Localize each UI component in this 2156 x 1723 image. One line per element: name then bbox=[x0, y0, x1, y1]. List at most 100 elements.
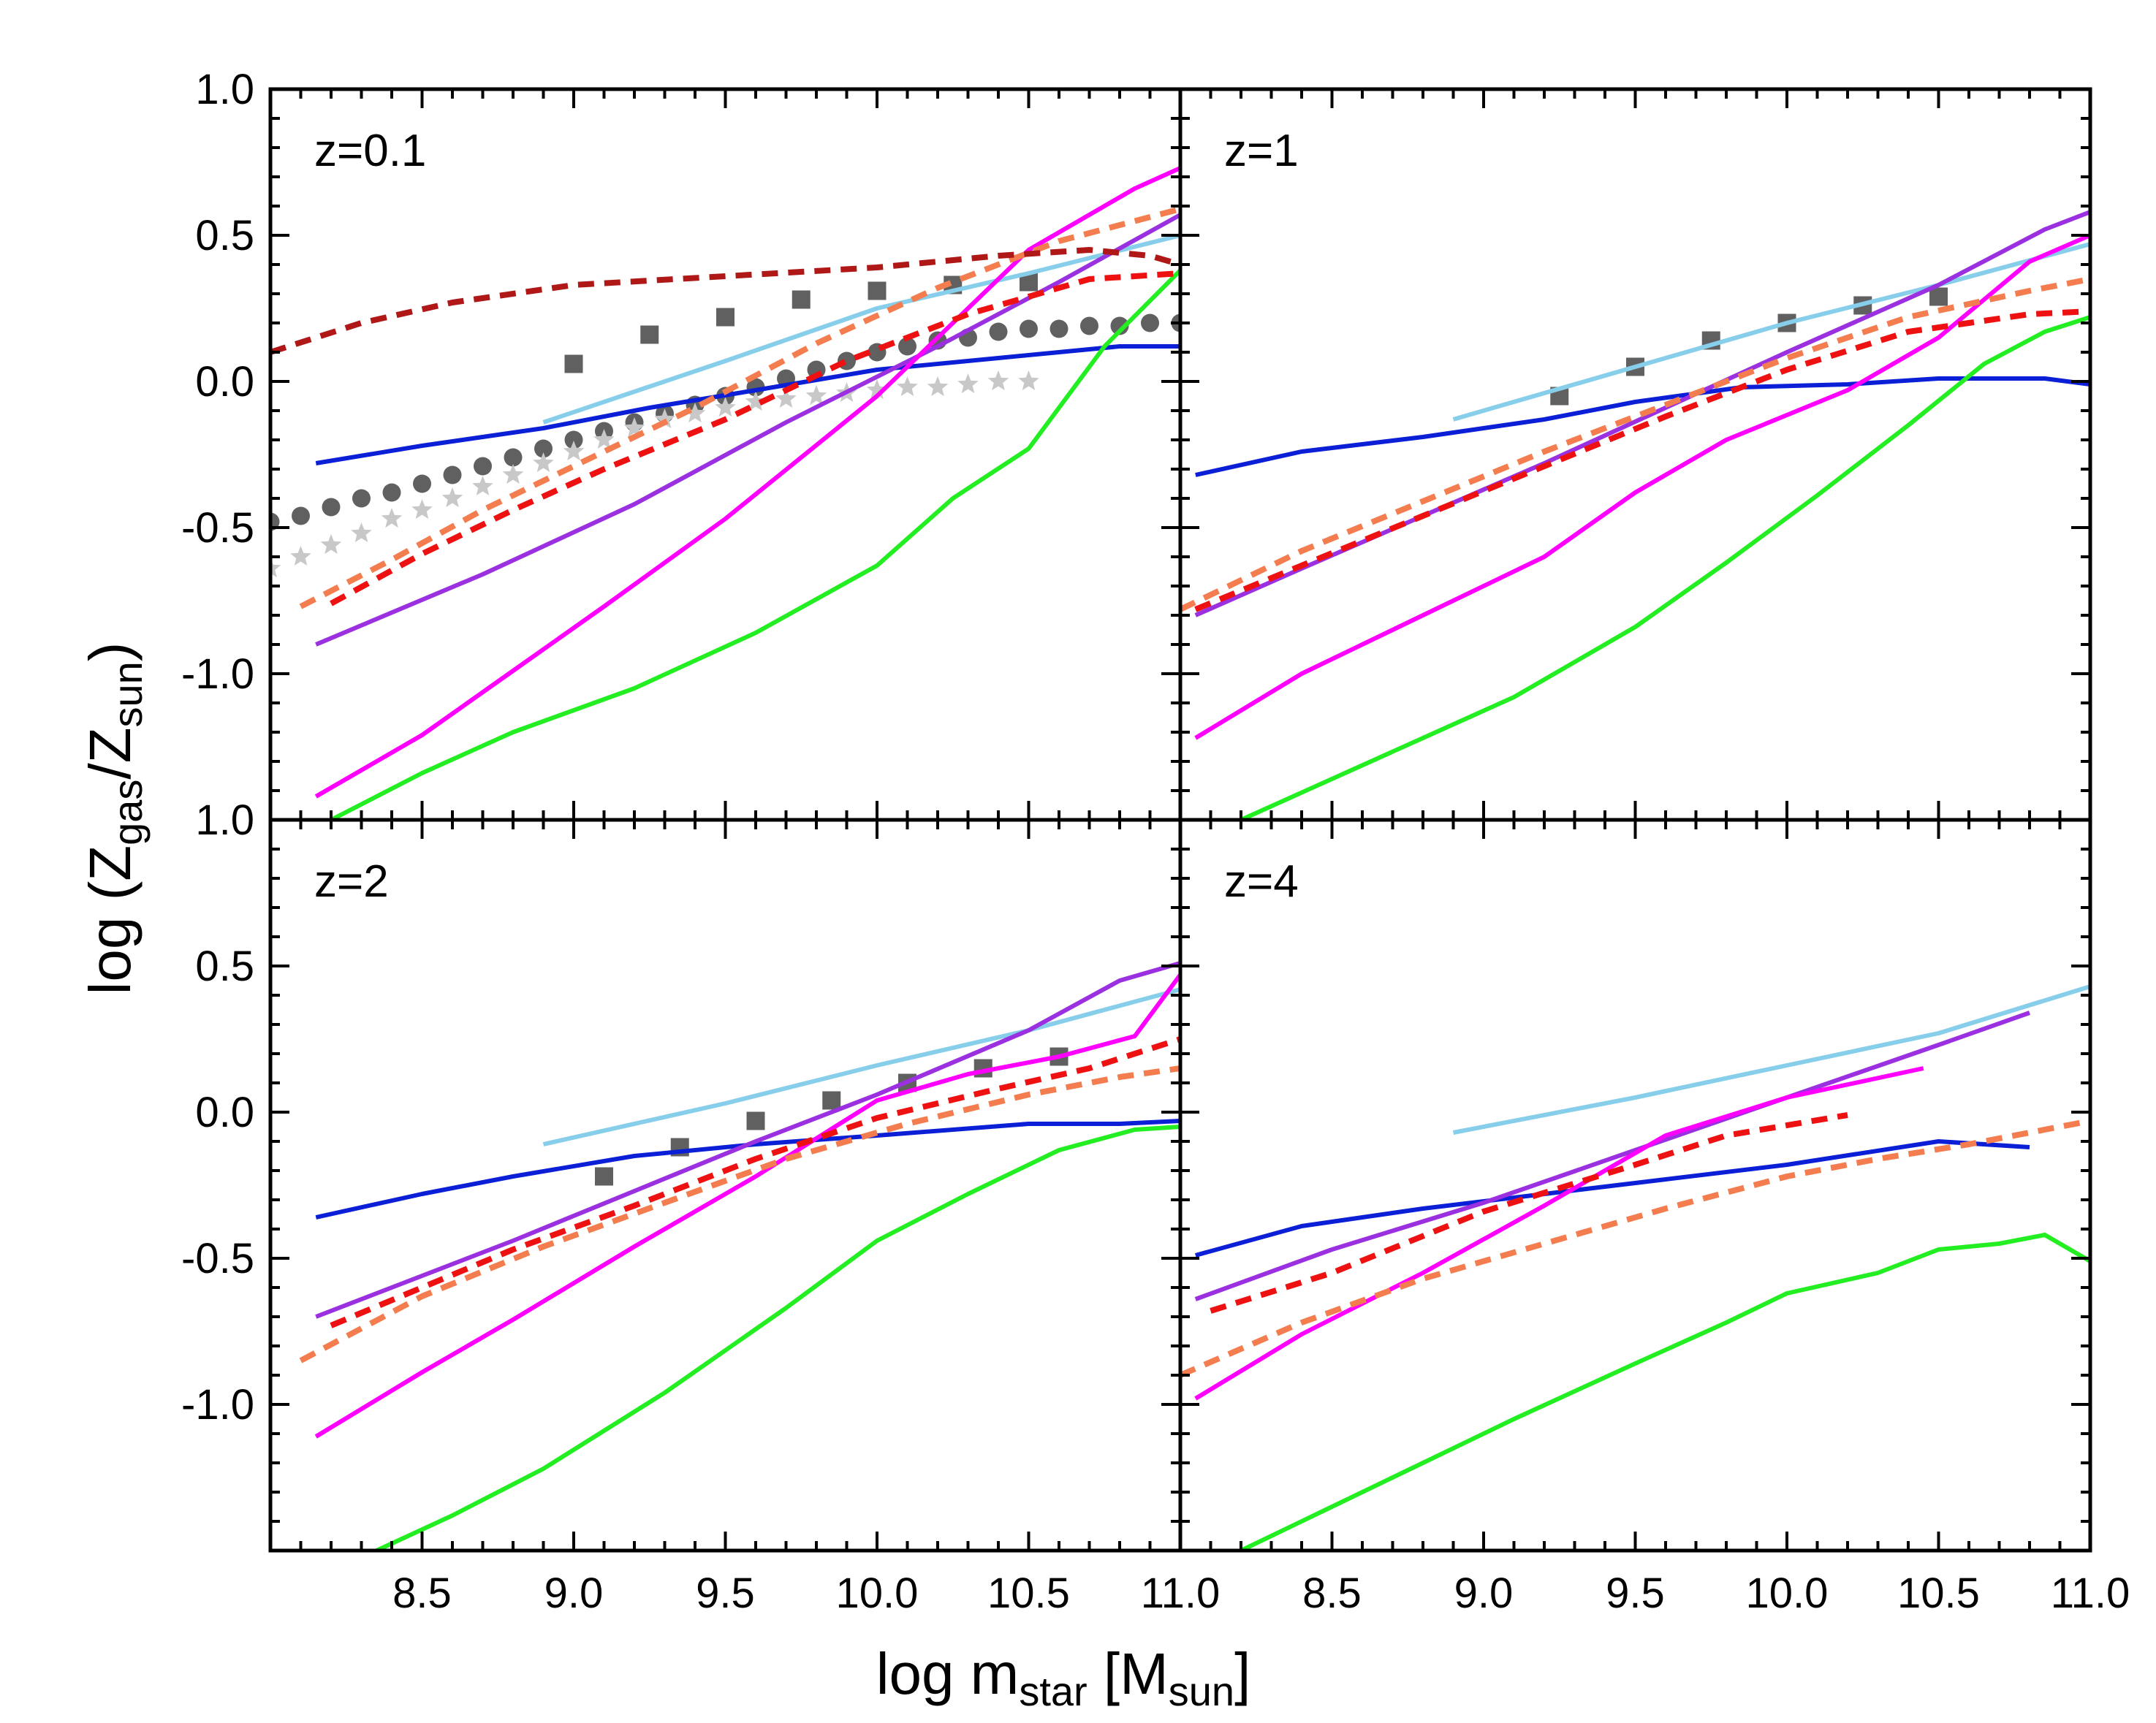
panel-3-data bbox=[299, 961, 1180, 1551]
series-line-lightblue bbox=[542, 987, 1180, 1146]
series-line-red-dashed bbox=[330, 270, 1180, 606]
series-line-orange-dashed bbox=[1180, 276, 2090, 612]
panel-label: z=2 bbox=[314, 856, 389, 907]
series-line-orange-dashed bbox=[299, 1065, 1180, 1363]
series-line-purple bbox=[315, 213, 1180, 647]
panel-4-data bbox=[1180, 984, 2090, 1551]
star-marker bbox=[866, 379, 888, 400]
y-tick-label: -1.0 bbox=[181, 1381, 254, 1429]
star-marker bbox=[684, 403, 706, 423]
x-tick-label: 9.5 bbox=[1606, 1570, 1665, 1617]
y-tick-label: 0.5 bbox=[195, 943, 254, 990]
series-line-darkred-dashed bbox=[270, 247, 1180, 355]
y-tick-label: 0.0 bbox=[195, 358, 254, 406]
x-tick-label: 9.0 bbox=[1454, 1570, 1514, 1617]
panel-1: z=0.1 -1.0 -0.5 0.0 0.5 1.0 bbox=[181, 66, 1183, 822]
x-tick-label: 10.5 bbox=[1897, 1570, 1980, 1617]
x-tick-label: 11.0 bbox=[2051, 1570, 2130, 1617]
star-marker bbox=[745, 391, 767, 411]
panel-label: z=0.1 bbox=[314, 126, 426, 176]
y-axis-title: log (Zgas/Zsun) bbox=[77, 642, 151, 995]
y-tick-label: 0.5 bbox=[195, 212, 254, 259]
x-tick-label: 8.5 bbox=[392, 1570, 452, 1617]
series-line-blue bbox=[315, 1119, 1180, 1220]
star-marker bbox=[775, 388, 797, 408]
y-tick-label: 0.0 bbox=[195, 1089, 254, 1136]
circle-marker bbox=[322, 498, 341, 517]
star-marker bbox=[593, 429, 615, 449]
x-title-sub: star bbox=[1019, 1668, 1087, 1714]
star-marker bbox=[563, 441, 585, 461]
series-line-blue bbox=[1195, 1139, 2030, 1258]
circle-marker bbox=[1110, 316, 1129, 335]
circle-marker bbox=[1049, 319, 1068, 338]
series-line-magenta bbox=[314, 166, 1180, 799]
series-line-magenta bbox=[1194, 1066, 1924, 1401]
x-tick-label: 9.5 bbox=[696, 1570, 755, 1617]
y-title-slash: /Z bbox=[77, 728, 143, 780]
circle-marker bbox=[443, 465, 462, 484]
star-marker bbox=[381, 508, 403, 528]
marker-group-squares bbox=[564, 273, 1038, 373]
marker-group-stars bbox=[270, 370, 1039, 578]
star-marker bbox=[290, 546, 311, 566]
x-tick-label: 8.5 bbox=[1302, 1570, 1362, 1617]
series-line-blue bbox=[315, 344, 1180, 465]
square-marker bbox=[564, 354, 583, 373]
x-title-main: log m bbox=[876, 1641, 1020, 1706]
star-marker bbox=[320, 534, 342, 555]
series-line-blue bbox=[1195, 376, 2090, 477]
panel-3-ticks bbox=[269, 818, 1182, 1552]
y-tick-label: 1.0 bbox=[195, 796, 254, 844]
panel-4: z=4 8.5 9.0 9.5 10.0 10.5 11.0 bbox=[1178, 818, 2130, 1617]
star-marker bbox=[533, 452, 554, 473]
square-marker bbox=[640, 325, 659, 344]
panel-2-data bbox=[1180, 210, 2090, 820]
square-marker bbox=[868, 281, 887, 300]
series-line-purple bbox=[315, 961, 1180, 1319]
circle-marker bbox=[504, 448, 523, 467]
x-tick-label: 9.0 bbox=[544, 1570, 604, 1617]
plot-layer: z=0.1 -1.0 -0.5 0.0 0.5 1.0 z=1 z=2 -1.0 -0.5 0.0 0… bbox=[181, 66, 2130, 1617]
panel-label: z=4 bbox=[1224, 856, 1299, 907]
y-tick-label: -1.0 bbox=[181, 650, 254, 698]
square-marker bbox=[822, 1091, 841, 1110]
y-title-sub2: sun bbox=[105, 661, 151, 727]
circle-marker bbox=[413, 474, 431, 493]
panel-3: z=2 -1.0 -0.5 0.0 0.5 1.0 8.5 9.0 9.5 10.0 10.5 11.… bbox=[181, 796, 1220, 1617]
series-line-green bbox=[375, 1125, 1180, 1551]
series-line-green bbox=[1240, 315, 2090, 820]
series-line-lightblue bbox=[1452, 242, 2090, 422]
y-title-main: log (Z bbox=[77, 845, 143, 995]
star-marker bbox=[957, 373, 979, 394]
star-marker bbox=[927, 376, 949, 397]
circle-marker bbox=[382, 483, 401, 502]
circle-marker bbox=[564, 430, 583, 449]
series-line-lightblue bbox=[542, 233, 1180, 425]
panel-label: z=1 bbox=[1224, 126, 1299, 176]
panel-frame bbox=[1178, 87, 2092, 822]
square-marker bbox=[792, 290, 811, 309]
series-line-green bbox=[1240, 1233, 2090, 1551]
series-line-magenta bbox=[1194, 233, 2090, 740]
y-title-sub1: gas bbox=[105, 780, 151, 845]
star-marker bbox=[805, 385, 827, 406]
panel-frame bbox=[268, 818, 1183, 1553]
y-tick-label: -0.5 bbox=[181, 1235, 254, 1282]
series-line-orange-dashed bbox=[299, 206, 1180, 609]
series-line-purple bbox=[1194, 210, 2090, 617]
square-marker bbox=[1929, 287, 1948, 306]
x-tick-label: 10.0 bbox=[1746, 1570, 1829, 1617]
star-marker bbox=[623, 417, 645, 438]
series-line-red-dashed bbox=[1210, 1112, 1848, 1314]
circle-marker bbox=[989, 322, 1008, 341]
star-marker bbox=[1018, 370, 1039, 391]
star-marker bbox=[411, 499, 433, 520]
panel-4-ticks bbox=[1179, 818, 2092, 1552]
panel-2: z=1 bbox=[1178, 87, 2092, 822]
star-marker bbox=[897, 376, 918, 397]
x-tick-label: 10.0 bbox=[836, 1570, 919, 1617]
panel-1-data bbox=[270, 166, 1180, 820]
series-line-red-dashed bbox=[1194, 308, 2090, 612]
